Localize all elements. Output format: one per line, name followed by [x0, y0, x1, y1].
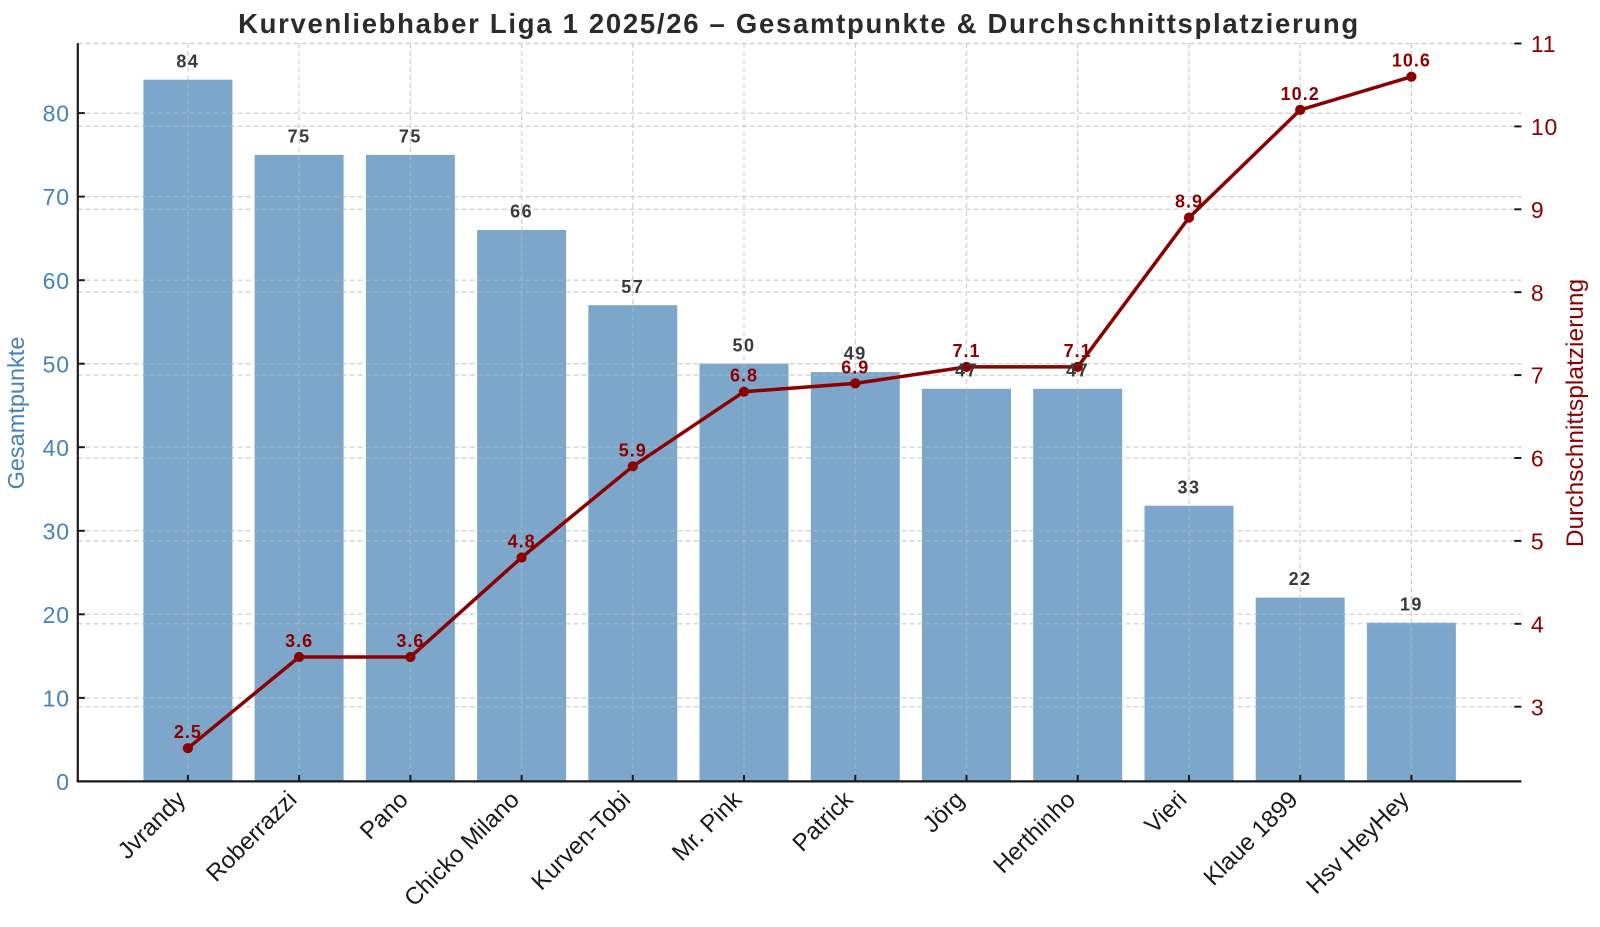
svg-text:84: 84: [176, 51, 199, 71]
svg-text:50: 50: [43, 351, 70, 377]
svg-text:20: 20: [43, 602, 70, 628]
svg-text:4.8: 4.8: [508, 532, 536, 552]
svg-text:49: 49: [844, 344, 867, 364]
svg-text:Kurvenliebhaber Liga 1 2025/26: Kurvenliebhaber Liga 1 2025/26 – Gesamtp…: [238, 8, 1360, 39]
svg-text:30: 30: [43, 518, 70, 544]
svg-text:8.9: 8.9: [1175, 192, 1203, 212]
svg-text:5: 5: [1531, 529, 1545, 555]
svg-text:33: 33: [1177, 477, 1200, 497]
svg-text:5.9: 5.9: [619, 440, 647, 460]
svg-text:3.6: 3.6: [285, 631, 313, 651]
svg-text:10.6: 10.6: [1392, 51, 1431, 71]
svg-text:75: 75: [288, 127, 311, 147]
svg-text:3: 3: [1531, 694, 1545, 720]
svg-text:Gesamtpunkte: Gesamtpunkte: [3, 337, 29, 490]
svg-text:10: 10: [43, 686, 70, 712]
svg-text:70: 70: [43, 184, 70, 210]
svg-text:47: 47: [1066, 360, 1089, 380]
svg-text:9: 9: [1531, 197, 1545, 223]
svg-text:19: 19: [1400, 594, 1423, 614]
svg-text:2.5: 2.5: [174, 722, 202, 742]
svg-text:10: 10: [1531, 114, 1558, 140]
svg-text:47: 47: [955, 360, 978, 380]
svg-text:50: 50: [732, 335, 755, 355]
svg-text:11: 11: [1531, 31, 1556, 57]
svg-text:57: 57: [621, 277, 644, 297]
svg-text:4: 4: [1531, 611, 1545, 637]
svg-text:66: 66: [510, 202, 533, 222]
svg-text:3.6: 3.6: [396, 631, 424, 651]
svg-text:6: 6: [1531, 446, 1545, 472]
svg-text:6.8: 6.8: [730, 366, 758, 386]
svg-text:7: 7: [1531, 363, 1545, 389]
svg-text:40: 40: [43, 435, 70, 461]
svg-text:7.1: 7.1: [952, 341, 980, 361]
svg-text:80: 80: [43, 101, 70, 127]
svg-text:7.1: 7.1: [1064, 341, 1092, 361]
svg-text:6.9: 6.9: [841, 357, 869, 377]
svg-text:8: 8: [1531, 280, 1545, 306]
svg-text:0: 0: [56, 769, 70, 795]
svg-text:60: 60: [43, 268, 70, 294]
svg-text:22: 22: [1289, 569, 1312, 589]
svg-text:10.2: 10.2: [1281, 84, 1320, 104]
svg-text:75: 75: [399, 127, 422, 147]
svg-text:Durchschnittsplatzierung: Durchschnittsplatzierung: [1562, 279, 1589, 547]
